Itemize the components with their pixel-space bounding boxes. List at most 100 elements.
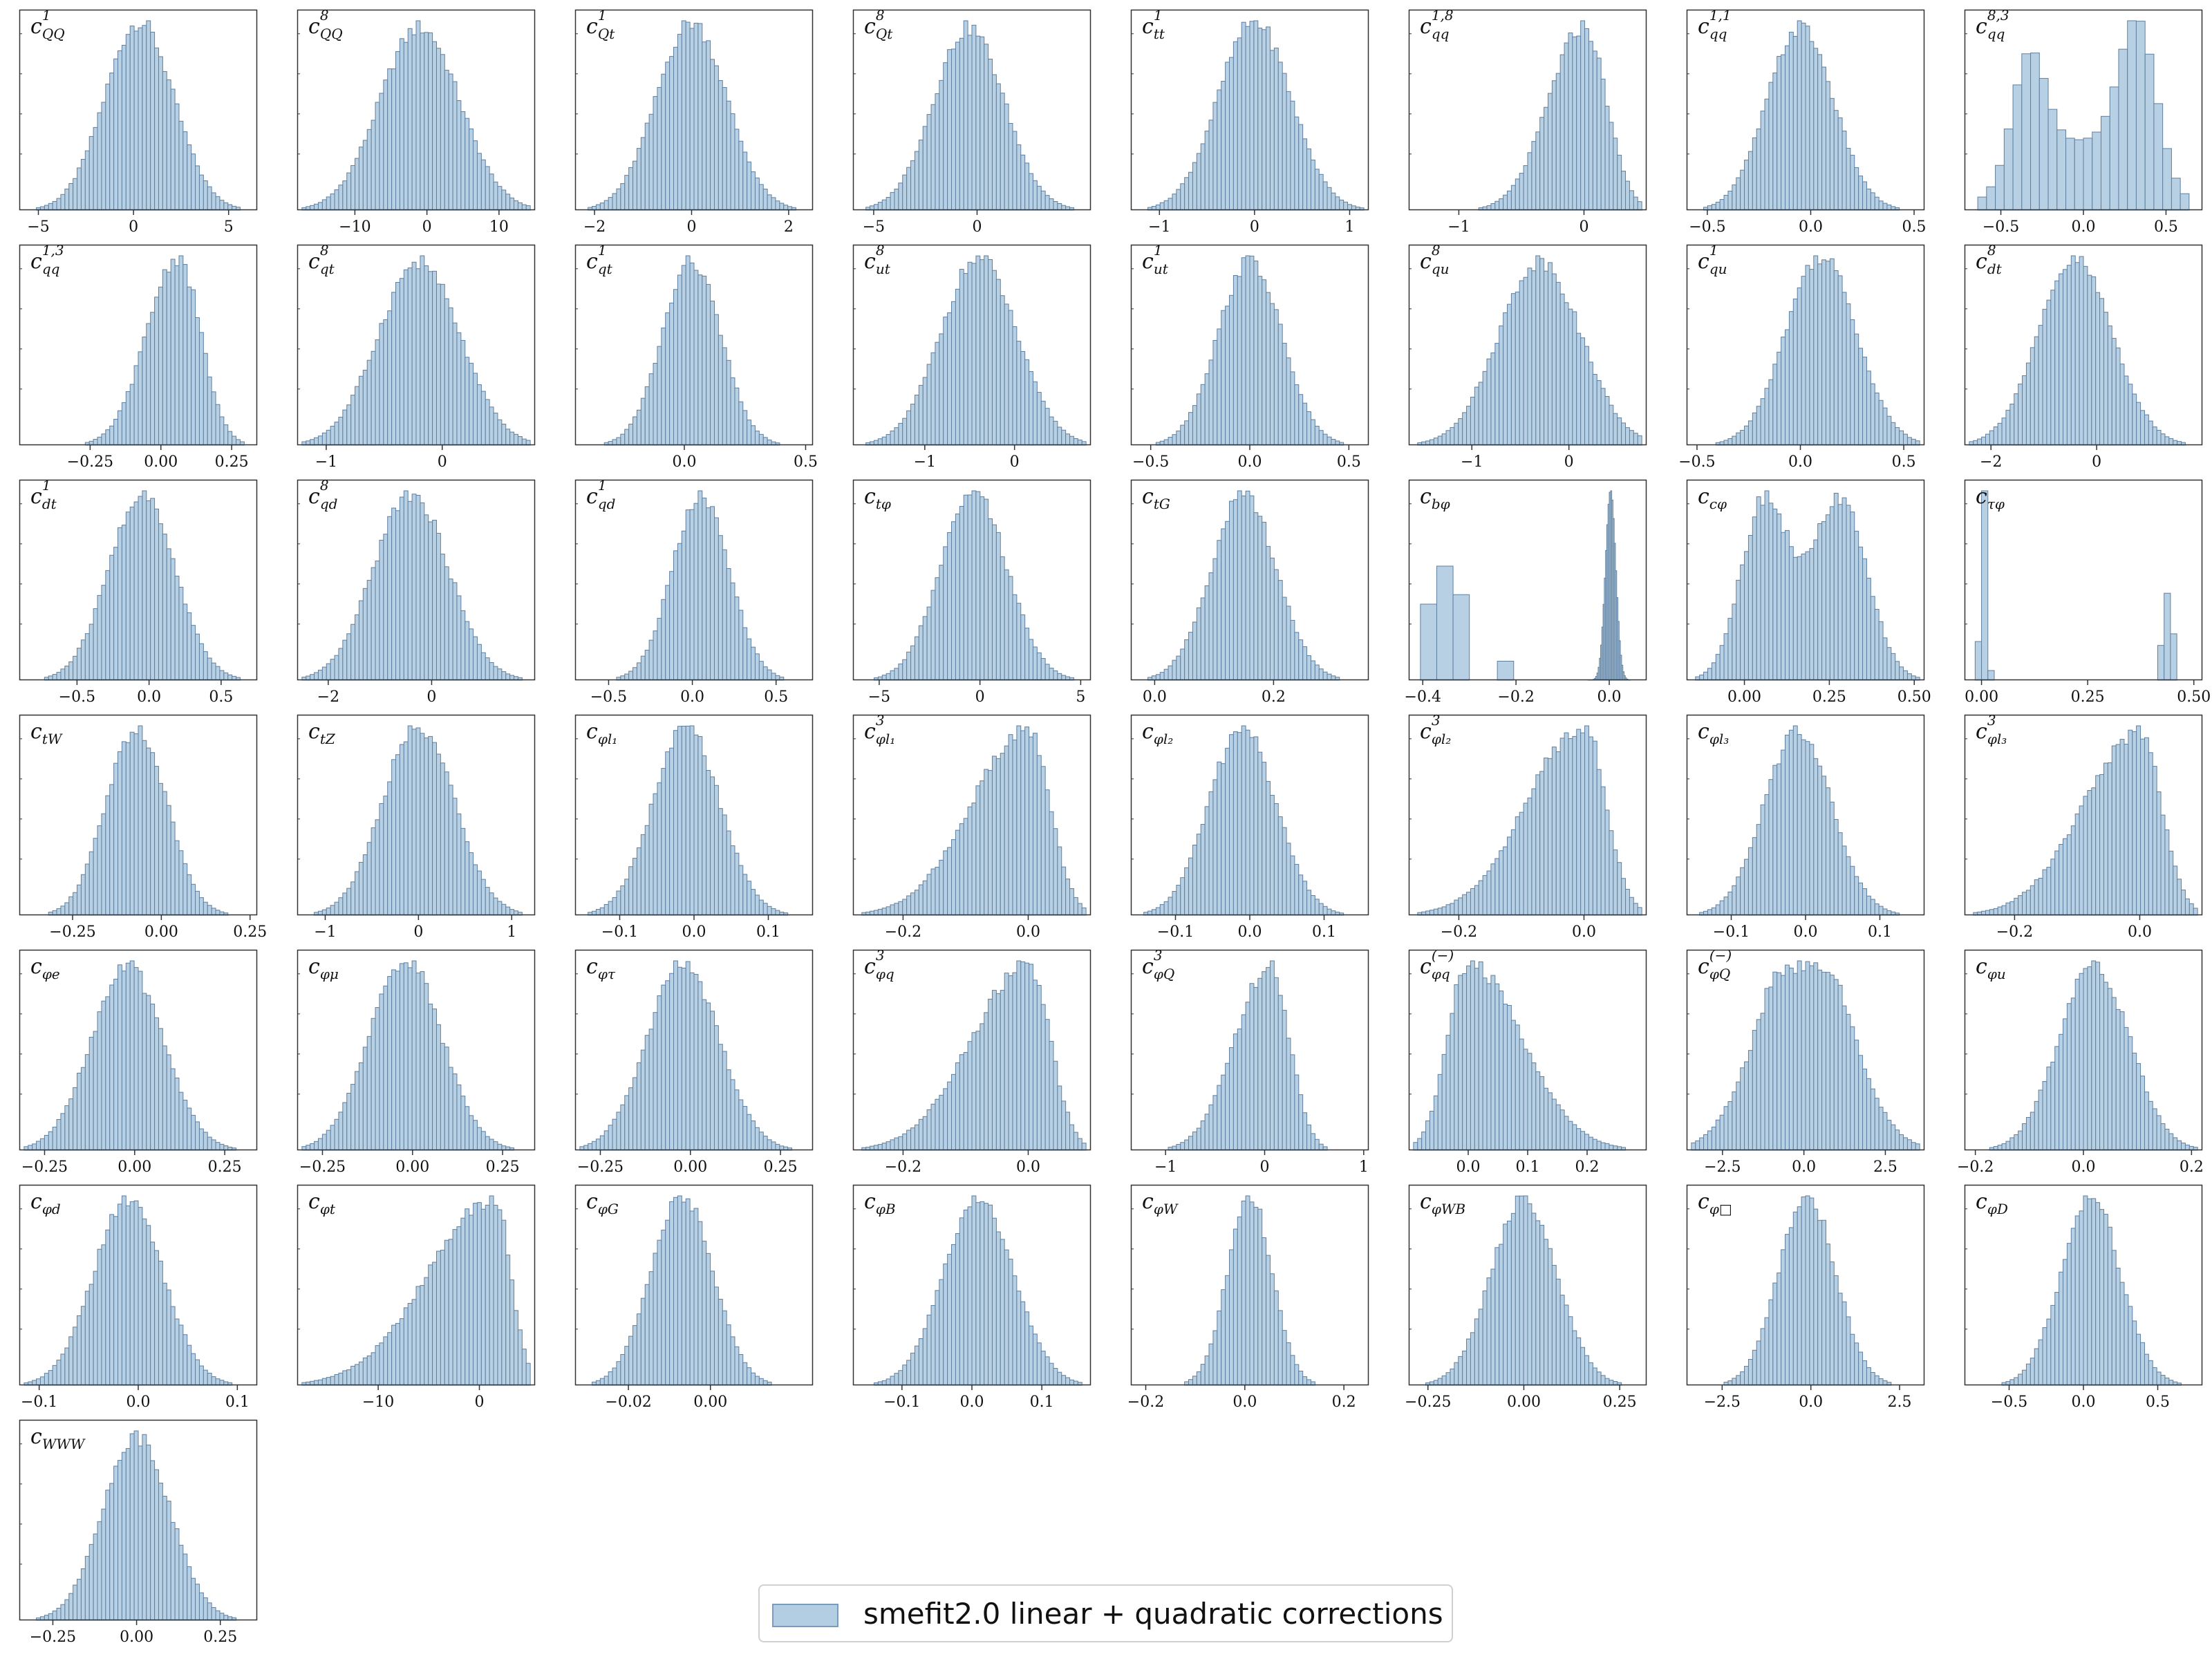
histogram-bar bbox=[1499, 325, 1504, 446]
plot-frame bbox=[1686, 1184, 1925, 1386]
histogram-bar bbox=[460, 1217, 466, 1386]
histogram-bar bbox=[118, 964, 122, 1151]
histogram-bar bbox=[1065, 433, 1071, 446]
histogram-bar bbox=[1559, 1109, 1565, 1151]
histogram-bar bbox=[1559, 54, 1565, 211]
x-tick-label: 2 bbox=[784, 218, 794, 236]
histogram-bar bbox=[1744, 160, 1749, 211]
histogram-bar bbox=[1862, 1068, 1867, 1151]
histogram-bar bbox=[751, 889, 756, 916]
histogram-bar bbox=[1580, 1131, 1586, 1151]
histogram-bar bbox=[751, 171, 756, 211]
histogram-bar bbox=[350, 881, 356, 916]
histogram-bar bbox=[1040, 1004, 1046, 1151]
histogram-bar bbox=[722, 1310, 727, 1386]
histogram-bar bbox=[219, 670, 225, 681]
histogram-bar bbox=[476, 1127, 482, 1151]
histogram-bar bbox=[988, 58, 993, 211]
histogram-bar bbox=[469, 362, 474, 446]
histogram-bar bbox=[1168, 665, 1173, 681]
histogram-bar bbox=[1441, 1375, 1447, 1386]
histogram-bar bbox=[211, 662, 216, 681]
histogram-bar bbox=[1257, 516, 1263, 681]
histogram-bar bbox=[407, 1302, 413, 1386]
coefficient-label: c 1 qt bbox=[586, 243, 612, 276]
histogram-bar bbox=[1813, 48, 1819, 211]
histogram-bar bbox=[64, 1599, 70, 1621]
histogram-bar bbox=[379, 323, 384, 446]
histogram-bar bbox=[603, 1376, 609, 1386]
coefficient-symbol: c bbox=[1698, 720, 1709, 744]
histogram-bar bbox=[1821, 66, 1826, 211]
histogram-bar bbox=[1821, 971, 1826, 1151]
x-tick-label: −0.5 bbox=[1689, 218, 1725, 236]
histogram-bar bbox=[2063, 1018, 2068, 1151]
coefficient-symbol: c bbox=[1976, 15, 1987, 39]
x-tick-label: 0 bbox=[427, 688, 436, 706]
histogram-bar bbox=[669, 1201, 675, 1386]
histogram-bar bbox=[77, 1579, 82, 1621]
histogram-bar bbox=[1049, 1362, 1054, 1386]
plot-frame bbox=[1408, 714, 1647, 916]
histogram-bar bbox=[1232, 731, 1238, 916]
histogram-bar bbox=[1727, 617, 1733, 681]
histogram-bar bbox=[1564, 302, 1569, 446]
coefficient-label: cφB bbox=[864, 1192, 896, 1217]
histogram-bar bbox=[1882, 407, 1888, 446]
histogram-bar bbox=[476, 1202, 482, 1386]
histogram-bar bbox=[435, 532, 441, 681]
histogram-bar bbox=[722, 347, 727, 446]
histogram-bar bbox=[1433, 438, 1438, 446]
histogram-bar bbox=[118, 751, 122, 916]
histogram-bar bbox=[1911, 438, 1916, 446]
histogram-bar bbox=[1478, 880, 1483, 916]
x-tick-label: 0.00 bbox=[1727, 688, 1761, 706]
histogram-bar bbox=[521, 1349, 527, 1386]
histogram-bar bbox=[338, 1372, 344, 1386]
histogram-bar bbox=[1870, 899, 1875, 916]
histogram-bar bbox=[910, 1127, 915, 1151]
histogram-bar bbox=[943, 62, 948, 211]
histogram-bar bbox=[432, 41, 437, 211]
histogram-bar bbox=[1322, 181, 1328, 211]
histogram-bar bbox=[1874, 903, 1880, 916]
histogram-panel: −0.4 −0.2 0.0 cbφ bbox=[1405, 479, 1647, 706]
plot-frame bbox=[19, 1419, 258, 1621]
histogram-bar bbox=[1736, 877, 1741, 916]
histogram-bar bbox=[1016, 725, 1022, 916]
histogram-bar bbox=[435, 1024, 441, 1151]
coefficient-label: c 1,3 qq bbox=[30, 243, 64, 276]
histogram-svg: −0.1 0.0 0.1 bbox=[574, 714, 814, 941]
histogram-bar bbox=[1044, 789, 1050, 916]
histogram-bar bbox=[97, 112, 102, 211]
histogram-bar bbox=[80, 1568, 86, 1621]
coefficient-label: cφe bbox=[30, 957, 60, 982]
histogram-bar bbox=[918, 1118, 924, 1151]
histogram-bar bbox=[726, 830, 731, 916]
histogram-bar bbox=[424, 32, 429, 211]
coefficient-subscript: φq bbox=[1431, 966, 1450, 982]
histogram-bar bbox=[317, 202, 323, 211]
histogram-bar bbox=[1846, 303, 1851, 446]
coefficient-subscript: qt bbox=[319, 261, 335, 277]
histogram-bar bbox=[121, 1452, 126, 1621]
histogram-bar bbox=[2180, 193, 2190, 211]
histogram-bar bbox=[1454, 422, 1459, 446]
histogram-bar bbox=[150, 312, 156, 446]
histogram-bar bbox=[1850, 865, 1855, 916]
histogram-bar bbox=[914, 395, 919, 446]
histogram-bar bbox=[1600, 388, 1606, 446]
plot-frame bbox=[1686, 244, 1925, 446]
coefficient-label: cφW bbox=[1142, 1192, 1177, 1217]
histogram-bar bbox=[1870, 1371, 1875, 1386]
histogram-bar bbox=[2144, 414, 2149, 446]
histogram-bar bbox=[689, 28, 695, 211]
histogram-bar bbox=[101, 1508, 106, 1621]
histogram-svg: −0.1 0.0 0.1 bbox=[1130, 714, 1369, 941]
histogram-bar bbox=[595, 908, 601, 916]
histogram-bar bbox=[653, 1253, 658, 1386]
histogram-bar bbox=[640, 1049, 646, 1151]
histogram-bar bbox=[1249, 255, 1255, 446]
coefficient-subscript: tG bbox=[1153, 496, 1170, 512]
histogram-bar bbox=[358, 1361, 364, 1386]
